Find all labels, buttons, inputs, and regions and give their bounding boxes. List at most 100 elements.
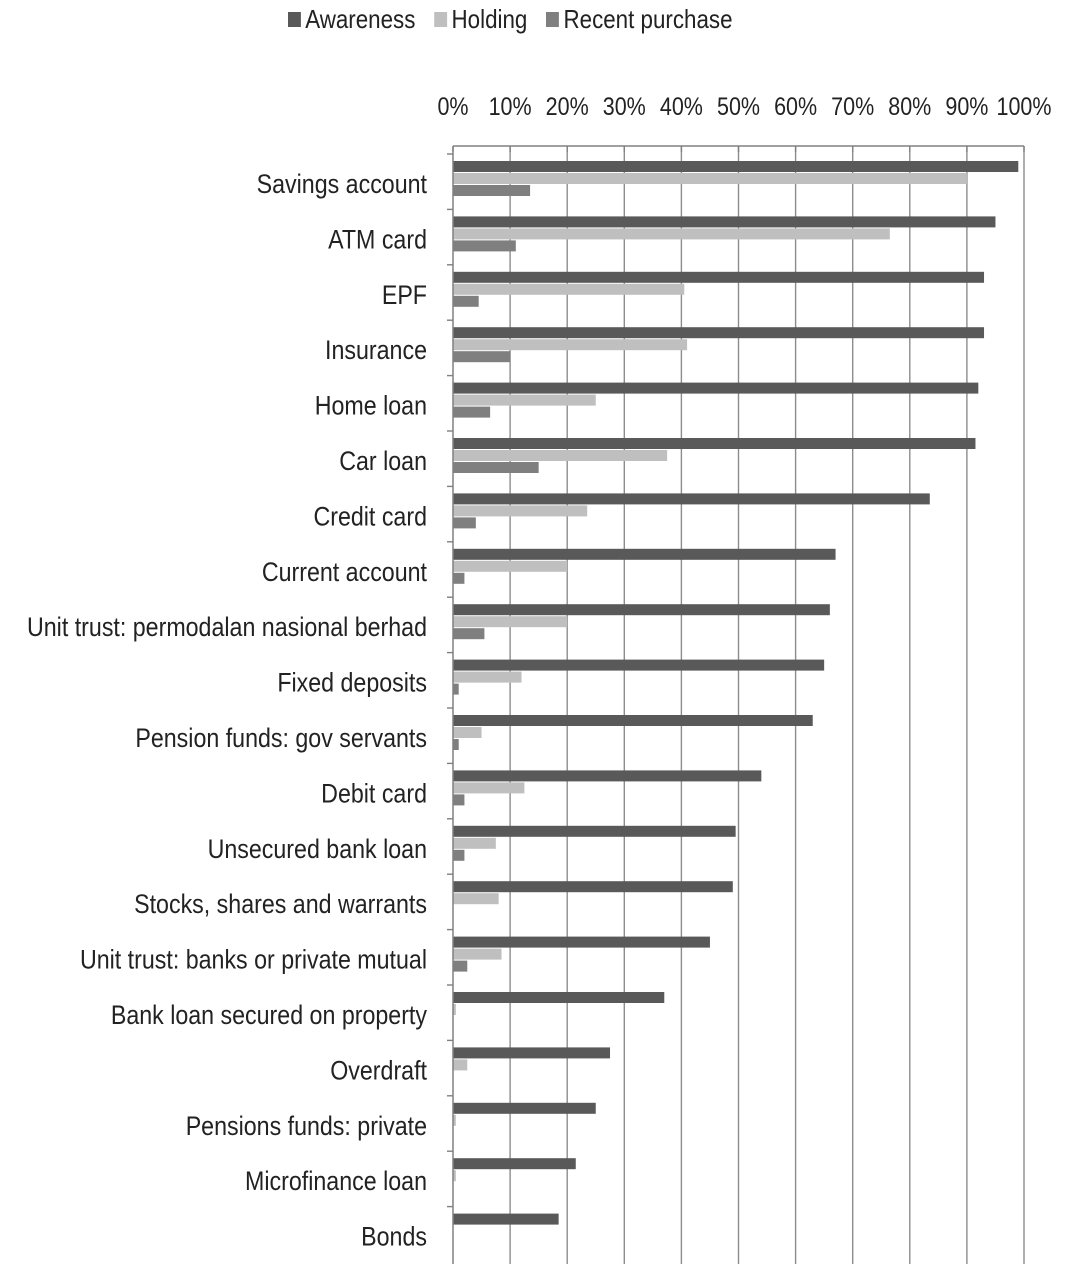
bar-awareness <box>453 271 985 283</box>
x-tick-label: 80% <box>888 92 931 120</box>
bar-holding <box>453 228 890 240</box>
bar-awareness <box>453 659 825 671</box>
bar-holding <box>453 1004 456 1015</box>
x-tick-label: 90% <box>945 92 988 120</box>
bar-holding <box>453 616 568 628</box>
bar-awareness <box>453 936 710 948</box>
bar-holding <box>453 671 522 683</box>
bar-holding <box>453 948 502 960</box>
legend-label-recent-purchase: Recent purchase <box>563 3 733 34</box>
legend-item-holding: Holding <box>434 4 527 35</box>
bar-recent-purchase <box>453 462 539 473</box>
bar-recent-purchase <box>453 240 516 252</box>
bar-awareness <box>453 382 979 394</box>
category-label: Pension funds: gov servants <box>135 723 427 753</box>
bar-holding <box>453 450 668 461</box>
category-label: Unsecured bank loan <box>208 834 427 864</box>
bar-holding <box>453 394 596 406</box>
category-label: Car loan <box>339 446 427 476</box>
bar-recent-purchase <box>453 572 465 584</box>
category-label: Home loan <box>315 391 427 421</box>
category-label: Fixed deposits <box>277 668 427 698</box>
x-tick-label: 50% <box>717 92 760 120</box>
bar-awareness <box>453 327 985 339</box>
legend-item-awareness: Awareness <box>288 4 415 35</box>
category-label: Credit card <box>313 502 427 532</box>
x-tick-label: 40% <box>660 92 703 120</box>
bar-recent-purchase <box>453 794 465 806</box>
category-label: Unit trust: banks or private mutual <box>80 945 427 975</box>
x-tick-label: 100% <box>997 92 1052 120</box>
bar-holding <box>453 283 685 295</box>
category-label: Bonds <box>361 1222 427 1252</box>
bar-holding <box>453 173 967 184</box>
category-label: Microfinance loan <box>245 1167 427 1197</box>
bar-recent-purchase <box>453 517 476 529</box>
x-tick-label: 70% <box>831 92 874 120</box>
bar-recent-purchase <box>453 185 531 196</box>
bar-awareness <box>453 715 813 726</box>
bar-holding <box>453 505 588 517</box>
bar-recent-purchase <box>453 849 465 861</box>
category-labels: Savings account ATM card EPF Insurance Home … <box>27 169 427 1252</box>
bar-holding <box>453 837 496 849</box>
bar-holding <box>453 893 499 905</box>
category-label: EPF <box>382 280 427 310</box>
bar-recent-purchase <box>453 960 468 972</box>
bar-awareness <box>453 992 665 1003</box>
bar-recent-purchase <box>453 739 459 750</box>
bar-recent-purchase <box>453 683 459 695</box>
bar-recent-purchase <box>453 628 485 640</box>
category-label: Overdraft <box>330 1056 427 1086</box>
category-label: Stocks, shares and warrants <box>134 890 427 920</box>
x-tick-label: 30% <box>603 92 646 120</box>
bar-awareness <box>453 1213 559 1225</box>
bar-holding <box>453 727 482 738</box>
bar-awareness <box>453 825 736 837</box>
bar-awareness <box>453 1102 596 1114</box>
legend-label-holding: Holding <box>451 3 528 34</box>
category-label: Pensions funds: private <box>186 1111 427 1141</box>
bar-awareness <box>453 548 836 560</box>
legend-item-recent-purchase: Recent purchase <box>546 3 733 35</box>
axes <box>447 145 1025 1264</box>
x-tick-label: 60% <box>774 92 817 120</box>
legend-swatch-awareness <box>288 11 301 27</box>
category-label: Debit card <box>321 779 427 809</box>
bar-awareness <box>453 1158 576 1170</box>
gridlines <box>509 146 1025 1264</box>
legend: Awareness Holding Recent purchase <box>288 2 751 36</box>
bar-awareness <box>453 604 830 616</box>
bar-holding <box>453 782 525 794</box>
bar-awareness <box>453 161 1019 172</box>
bar-holding <box>453 339 688 351</box>
x-tick-label: 20% <box>546 92 589 120</box>
category-label: Savings account <box>257 169 427 199</box>
legend-swatch-holding <box>434 11 448 27</box>
bars <box>453 161 1019 1225</box>
category-label: Bank loan secured on property <box>111 1000 428 1030</box>
bar-awareness <box>453 438 976 449</box>
category-label: Current account <box>262 557 427 587</box>
legend-label-awareness: Awareness <box>305 3 416 34</box>
category-label: ATM card <box>328 225 427 255</box>
bar-recent-purchase <box>453 351 511 363</box>
x-tick-labels: 0% 10% 20% 30% 40% 50% 60% 70% 80% 90% 100% <box>437 92 1051 120</box>
x-tick-label: 10% <box>489 92 532 120</box>
bar-awareness <box>453 770 762 782</box>
bar-holding <box>453 560 568 572</box>
bar-awareness <box>453 493 930 505</box>
category-label: Unit trust: permodalan nasional berhad <box>27 613 427 643</box>
bar-holding <box>453 1170 456 1182</box>
bar-awareness <box>453 1047 611 1059</box>
bar-awareness <box>453 881 733 893</box>
bar-recent-purchase <box>453 406 491 418</box>
bar-holding <box>453 1114 456 1126</box>
legend-swatch-recent-purchase <box>546 11 560 27</box>
bar-holding <box>453 1059 468 1071</box>
category-label: Insurance <box>325 336 427 366</box>
bar-recent-purchase <box>453 295 479 307</box>
bar-awareness <box>453 216 996 228</box>
